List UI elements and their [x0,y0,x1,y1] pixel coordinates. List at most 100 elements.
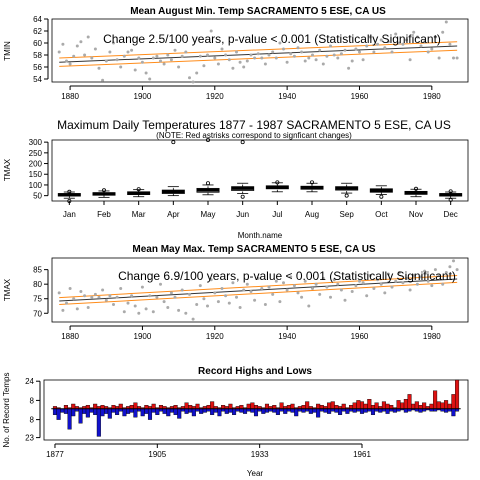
box-x-tick-label: Nov [409,210,423,219]
record-low-bar [184,408,189,414]
aug-point [379,38,383,42]
may-point [343,298,347,302]
may-point [144,307,148,311]
may-x-tick-label: 1880 [61,332,79,341]
box-x-tick-label: Jan [63,210,76,219]
panel-monthly-boxplot: Maximum Daily Temperatures 1877 - 1987 S… [3,118,469,240]
rec-y-tick-label: 8 [30,416,35,425]
may-point [263,303,267,306]
may-point [72,297,76,301]
record-high-bar [334,405,339,410]
record-high-bar [327,402,332,409]
may-point [444,271,448,274]
may-point [426,279,430,283]
record-low-bar [140,408,145,417]
may-point [296,291,300,295]
record-low-bar [338,408,343,415]
aug-point [213,56,217,60]
record-low-bar [210,408,215,415]
may-point [372,287,376,290]
record-high-bar [436,401,441,410]
may-point [274,279,278,283]
record-high-bar [290,403,295,410]
may-point [202,297,206,301]
box-y-tick-label: 200 [29,160,43,169]
aug-point [321,62,325,66]
may-point [282,281,285,285]
may-point [260,287,264,290]
record-high-bar [316,403,321,410]
aug-point [271,50,275,54]
rec-y-tick-label: 24 [25,377,34,386]
box-y-tick-label: 300 [29,138,43,147]
box-title: Maximum Daily Temperatures 1877 - 1987 S… [57,118,451,132]
may-confidence-band [59,274,458,306]
may-point [397,271,401,274]
record-low-bar [444,408,449,413]
aug-annotation: Change 2.5/100 years, p-value < 0.001 (S… [103,32,441,46]
rec-title: Record Highs and Lows [198,366,312,377]
record-low-bar [122,408,127,417]
record-low-bar [100,408,105,417]
box-month [127,187,151,198]
record-high-bar [144,405,149,410]
record-high-bar [279,402,284,409]
aug-point [180,54,184,58]
aug-point [227,58,231,62]
record-low-bar [224,408,229,414]
record-low-bar [115,408,120,415]
may-point [65,301,68,305]
record-low-bar [173,408,178,415]
box-outlier [171,140,176,145]
record-low-bar [345,408,350,414]
aug-point [245,59,249,63]
aug-point [115,58,119,62]
aug-point [86,35,90,39]
aug-point [256,52,260,56]
may-point [231,281,235,285]
record-low-bar [129,408,134,413]
box-outlier [205,181,210,186]
may-point [325,285,329,289]
may-trend-line [59,278,458,302]
aug-point [390,50,394,54]
may-point [130,294,134,298]
record-high-bar [440,402,445,409]
rec-plot-frame [43,379,469,441]
may-point [75,307,79,311]
record-low-bar [166,408,171,417]
aug-point [437,56,441,60]
record-high-bar [210,401,215,410]
record-high-bar [370,405,376,410]
aug-point [329,44,332,48]
may-point [159,282,162,286]
record-high-bar [319,405,324,410]
record-high-bar [228,403,233,410]
box-x-tick-label: Mar [132,210,146,219]
record-high-bar [195,403,200,410]
aug-x-tick-label: 1900 [134,92,152,101]
may-fit-line [59,278,458,302]
record-high-bar [407,394,412,409]
aug-point [126,50,130,54]
rec-y-tick-label: 8 [30,396,35,405]
box-month [300,180,324,193]
record-low-bar [60,408,65,413]
aug-point [354,47,358,51]
record-low-bar [82,408,87,414]
aug-point [358,50,361,54]
may-point [394,279,398,283]
aug-point [292,54,296,58]
aug-point [303,59,307,63]
aug-x-tick-label: 1980 [423,92,441,101]
record-high-bar [63,405,68,410]
may-point [433,268,437,272]
record-high-bar [246,403,251,410]
may-x-tick-label: 1980 [423,332,441,341]
record-high-bar [330,401,335,410]
may-points [57,259,459,321]
aug-y-tick-label: 62 [33,27,42,36]
record-low-bar [71,408,76,417]
aug-point [339,52,343,56]
record-high-bar [403,399,408,410]
